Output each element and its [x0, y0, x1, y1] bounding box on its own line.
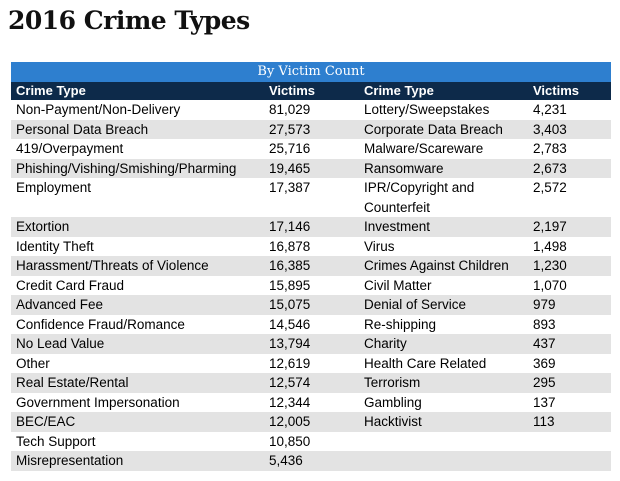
- victims-cell: 15,075: [269, 297, 311, 312]
- table-row: Misrepresentation 5,436: [11, 451, 611, 471]
- victims-cell: 12,619: [269, 355, 311, 371]
- crime-type-cell: Virus: [364, 238, 395, 254]
- victims-cell: 137: [533, 394, 556, 410]
- crime-type-cell: Personal Data Breach: [16, 121, 149, 137]
- victims-cell: 979: [533, 297, 556, 312]
- victims-cell: 16,385: [269, 258, 311, 273]
- table-row: Advanced Fee 15,075 Denial of Service 979: [11, 295, 611, 315]
- victims-cell: 27,573: [269, 121, 311, 137]
- crime-type-cell: Terrorism: [364, 375, 421, 390]
- table-row: No Lead Value 13,794 Charity 437: [11, 334, 611, 354]
- crime-type-cell: Re-shipping: [364, 316, 437, 332]
- header-victims-left: Victims: [269, 83, 316, 98]
- header-victims-right: Victims: [533, 83, 580, 98]
- victims-cell: 15,895: [269, 277, 311, 293]
- victims-cell: 113: [533, 414, 555, 429]
- victims-cell: 369: [533, 355, 556, 371]
- crime-type-cell: Gambling: [364, 394, 422, 410]
- victims-cell: [528, 451, 611, 471]
- victims-cell: 17,146: [269, 219, 311, 234]
- victims-cell: 17,387: [269, 180, 311, 195]
- victims-cell: 13,794: [269, 336, 311, 351]
- crime-type-cell: Identity Theft: [16, 238, 94, 254]
- crime-type-cell: Real Estate/Rental: [16, 375, 129, 390]
- crime-type-cell: Employment: [16, 180, 92, 195]
- crime-type-cell: Ransomware: [364, 160, 444, 176]
- victims-cell: 437: [533, 336, 556, 351]
- crime-type-cell: BEC/EAC: [16, 414, 76, 429]
- crime-type-cell: Advanced Fee: [16, 297, 104, 312]
- victims-cell: 19,465: [269, 160, 311, 176]
- table-row: Personal Data Breach 27,573 Corporate Data…: [11, 119, 611, 139]
- header-crime-type-right: Crime Type: [364, 83, 434, 98]
- victims-cell: [528, 432, 611, 452]
- table-row: Credit Card Fraud 15,895 Civil Matter 1,070: [11, 276, 611, 296]
- crime-type-cell: Charity: [364, 336, 407, 351]
- crime-type-cell: Hacktivist: [364, 414, 422, 429]
- crime-type-cell: Crimes Against Children: [364, 258, 509, 273]
- victims-cell: 2,572: [533, 180, 567, 195]
- victims-cell: 893: [533, 316, 556, 332]
- victims-cell: 5,436: [269, 453, 303, 468]
- crime-type-cell: Extortion: [16, 219, 70, 234]
- crime-type-cell: Non-Payment/Non-Delivery: [16, 102, 181, 117]
- crime-type-cell: Government Impersonation: [16, 394, 180, 410]
- table-row: Confidence Fraud/Romance 14,546 Re-shippin…: [11, 315, 611, 335]
- table-row: Non-Payment/Non-Delivery 81,029 Lottery/Sw…: [11, 100, 611, 120]
- table-row: 419/Overpayment 25,716 Malware/Scareware 2,…: [11, 139, 611, 159]
- crime-type-cell: Phishing/Vishing/Smishing/Pharming: [16, 160, 237, 176]
- crime-type-cell: Misrepresentation: [16, 453, 124, 468]
- table-row: Extortion 17,146 Investment 2,197: [11, 217, 611, 237]
- victims-cell: 16,878: [269, 238, 311, 254]
- crime-type-cell: Civil Matter: [364, 277, 432, 293]
- table-row: BEC/EAC 12,005 Hacktivist 113: [11, 412, 611, 432]
- table-row: Other 12,619 Health Care Related 369: [11, 354, 611, 374]
- crime-type-cell: Investment: [364, 219, 431, 234]
- crime-type-cell: 419/Overpayment: [16, 141, 124, 156]
- table-row: Tech Support 10,850: [11, 432, 611, 452]
- table-row: Identity Theft 16,878 Virus 1,498: [11, 237, 611, 257]
- crime-type-cell: No Lead Value: [16, 336, 105, 351]
- victims-cell: 1,070: [533, 277, 567, 293]
- victims-cell: 3,403: [533, 121, 567, 137]
- crime-type-cell: Malware/Scareware: [364, 141, 484, 156]
- crime-type-cell: Tech Support: [16, 433, 96, 449]
- crime-type-cell: Harassment/Threats of Violence: [16, 258, 209, 273]
- crime-types-table: By Victim Count Crime Type Victims Crime…: [11, 62, 611, 471]
- table-row: Phishing/Vishing/Smishing/Pharming 19,465…: [11, 158, 611, 178]
- crime-type-cell: Credit Card Fraud: [16, 277, 125, 293]
- crime-type-cell: Corporate Data Breach: [364, 121, 503, 137]
- victims-cell: 81,029: [269, 102, 311, 117]
- crime-type-cell: Lottery/Sweepstakes: [364, 102, 490, 117]
- victims-cell: 2,673: [533, 160, 567, 176]
- victims-cell: 14,546: [269, 316, 311, 332]
- crime-type-cell: IPR/Copyright and Counterfeit: [364, 180, 475, 215]
- victims-cell: 1,498: [533, 238, 567, 254]
- table-row: Government Impersonation 12,344 Gambling 13…: [11, 393, 611, 413]
- victims-cell: 12,344: [269, 394, 311, 410]
- crime-type-cell: Other: [16, 355, 50, 371]
- table-header-row: Crime Type Victims Crime Type Victims: [11, 82, 611, 100]
- page-title: 2016 Crime Types: [8, 6, 250, 35]
- victims-cell: 295: [533, 375, 556, 390]
- victims-cell: 2,783: [533, 141, 567, 156]
- crime-type-cell: Confidence Fraud/Romance: [16, 316, 185, 332]
- victims-cell: 2,197: [533, 219, 567, 234]
- table-row: Real Estate/Rental 12,574 Terrorism 295: [11, 373, 611, 393]
- victims-cell: 12,005: [269, 414, 311, 429]
- crime-type-cell: Denial of Service: [364, 297, 467, 312]
- table-row: Employment 17,387 IPR/Copyright and Counte…: [11, 178, 611, 217]
- victims-cell: 10,850: [269, 433, 311, 449]
- victims-cell: 1,230: [533, 258, 567, 273]
- victims-cell: 4,231: [533, 102, 567, 117]
- crime-type-cell: Health Care Related: [364, 355, 487, 371]
- victims-cell: 12,574: [269, 375, 311, 390]
- header-crime-type-left: Crime Type: [16, 83, 86, 98]
- table-caption: By Victim Count: [11, 62, 611, 82]
- crime-type-cell: [359, 432, 528, 452]
- table-body: Non-Payment/Non-Delivery 81,029 Lottery/Sw…: [11, 100, 611, 471]
- crime-type-cell: [359, 451, 528, 471]
- table-row: Harassment/Threats of Violence 16,385 Crim…: [11, 256, 611, 276]
- victims-cell: 25,716: [269, 141, 311, 156]
